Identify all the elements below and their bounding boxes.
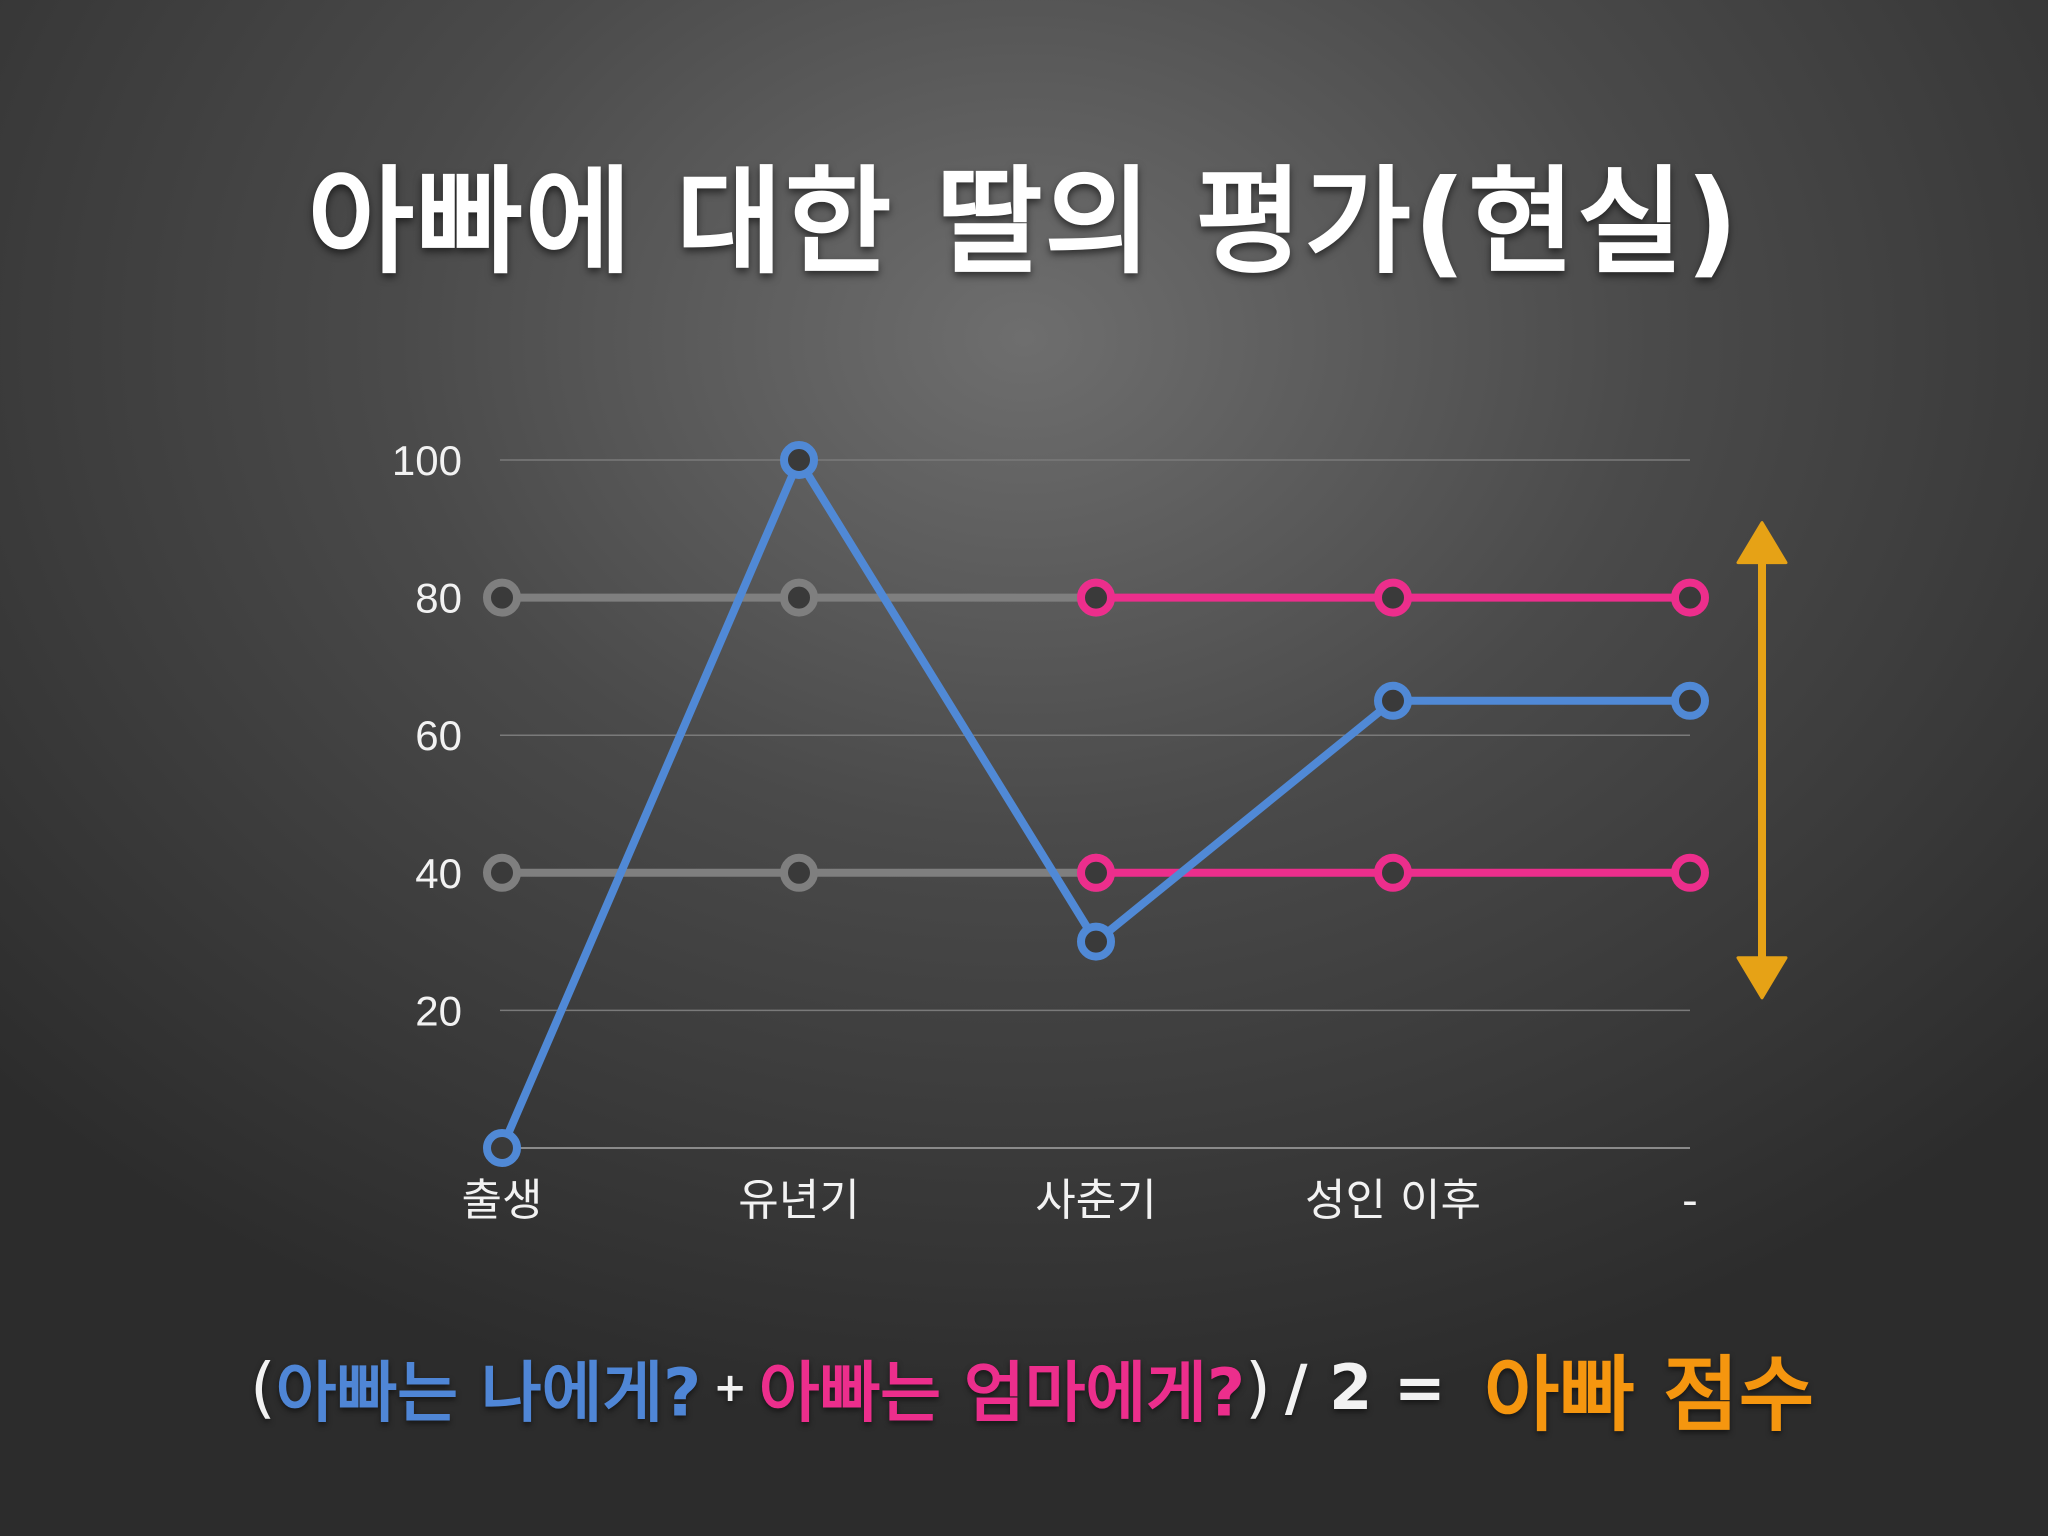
grid-lines (500, 459, 1690, 1149)
arrow-head-down (1736, 956, 1788, 1000)
x-tick-label-3: 성인 이후 (1305, 1175, 1481, 1226)
series-0-point-1 (780, 578, 818, 617)
series-4-point-4 (1671, 681, 1709, 720)
series-1-point-0 (483, 853, 521, 892)
formula-result: 아빠 점수 (1483, 1348, 1815, 1443)
series-3-point-3 (1374, 853, 1412, 892)
x-tick-label-4: - (1682, 1175, 1698, 1226)
series-4-point-0 (483, 1129, 521, 1167)
series-lines (483, 441, 1709, 1167)
series-1-point-1 (780, 853, 818, 892)
range-arrow (1736, 521, 1788, 1000)
x-tick-label-2: 사춘기 (1035, 1175, 1156, 1226)
y-tick-label-80: 80 (415, 575, 462, 622)
formula-open-paren: ( (250, 1349, 276, 1426)
y-axis-ticks: 20 40 60 80 100 (392, 437, 462, 1034)
series-0-point-0 (483, 578, 521, 617)
page-title: 아빠에 대한 딸의 평가(현실) (307, 155, 1741, 290)
series-3-point-2 (1077, 853, 1115, 892)
y-tick-label-40: 40 (415, 850, 462, 897)
series-2-point-3 (1374, 578, 1412, 617)
y-tick-label-20: 20 (415, 987, 462, 1034)
formula-divide: / 2 = (1284, 1351, 1446, 1424)
formula-plus: + (713, 1364, 747, 1411)
y-tick-label-100: 100 (392, 437, 462, 484)
formula-close-paren: ) (1245, 1349, 1271, 1426)
series-2-point-2 (1077, 578, 1115, 617)
arrow-head-up (1736, 521, 1788, 565)
series-3-point-4 (1671, 853, 1709, 892)
series-4-point-3 (1374, 681, 1412, 720)
x-tick-label-1: 유년기 (738, 1175, 859, 1226)
formula-term-dad-to-me: 아빠는 나에게? (275, 1354, 702, 1432)
x-tick-label-0: 출생 (462, 1175, 543, 1226)
series-line-4 (498, 456, 1694, 1152)
series-4-point-2 (1077, 922, 1115, 961)
series-2-point-4 (1671, 578, 1709, 617)
formula-term-dad-to-mom: 아빠는 엄마에게? (758, 1354, 1246, 1432)
formula: (아빠는 나에게? + 아빠는 엄마에게?)/ 2 = 아빠 점수 (250, 1328, 1900, 1447)
series-4-point-1 (780, 441, 818, 479)
x-axis-ticks: 출생 유년기 사춘기 성인 이후 - (462, 1175, 1698, 1226)
y-tick-label-60: 60 (415, 712, 462, 759)
